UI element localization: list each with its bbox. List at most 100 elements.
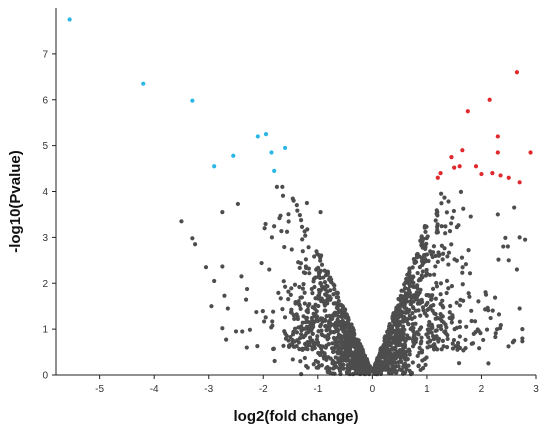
neutral-point xyxy=(313,296,318,301)
neutral-point xyxy=(447,315,452,321)
neutral-point xyxy=(303,257,309,262)
neutral-point xyxy=(458,189,464,194)
x-axis-label: log2(fold change) xyxy=(234,408,359,425)
neutral-point xyxy=(328,288,333,293)
neutral-point xyxy=(341,366,346,371)
neutral-point xyxy=(520,336,525,341)
data-points xyxy=(67,17,533,377)
neutral-point xyxy=(386,340,391,345)
neutral-point xyxy=(405,294,410,299)
neutral-point xyxy=(407,291,412,296)
neutral-point xyxy=(424,293,429,298)
neutral-point xyxy=(418,313,423,318)
neutral-point xyxy=(431,347,437,352)
neutral-point xyxy=(345,319,351,324)
neutral-point xyxy=(427,344,432,349)
neutral-point xyxy=(494,327,500,332)
neutral-point xyxy=(392,329,397,334)
neutral-point xyxy=(382,335,387,340)
neutral-point xyxy=(288,334,293,340)
down-regulated-point xyxy=(141,81,146,86)
neutral-point xyxy=(321,354,326,359)
y-axis-label: -log10(Pvalue) xyxy=(7,150,24,253)
neutral-point xyxy=(468,214,473,219)
neutral-point xyxy=(440,298,445,303)
up-regulated-point xyxy=(452,165,457,170)
neutral-point xyxy=(323,345,328,350)
neutral-point xyxy=(415,251,420,257)
neutral-point xyxy=(496,312,502,317)
neutral-point xyxy=(347,368,352,373)
neutral-point xyxy=(300,320,305,325)
neutral-point xyxy=(467,271,473,276)
x-tick-label: 3 xyxy=(533,384,539,395)
neutral-point xyxy=(398,297,403,302)
neutral-point xyxy=(517,235,522,240)
neutral-point xyxy=(461,348,466,353)
neutral-point xyxy=(484,327,490,332)
neutral-point xyxy=(435,259,440,264)
neutral-point xyxy=(280,307,285,312)
neutral-point xyxy=(407,266,412,271)
neutral-point xyxy=(282,244,287,250)
neutral-point xyxy=(334,305,340,310)
neutral-point xyxy=(315,334,320,339)
down-regulated-point xyxy=(67,17,72,22)
neutral-point xyxy=(394,350,399,355)
neutral-point xyxy=(331,335,337,341)
neutral-point xyxy=(323,273,329,278)
up-regulated-point xyxy=(495,134,500,139)
neutral-point xyxy=(310,344,315,349)
neutral-point xyxy=(391,319,396,324)
neutral-point xyxy=(399,319,404,324)
neutral-point xyxy=(240,329,245,334)
neutral-point xyxy=(344,315,349,320)
neutral-point xyxy=(469,341,474,346)
y-axis-ticks: 0 1 2 3 4 5 6 7 xyxy=(42,49,56,382)
down-regulated-point xyxy=(255,134,260,139)
neutral-point xyxy=(396,364,401,369)
neutral-point xyxy=(415,353,420,359)
y-tick-label: 0 xyxy=(42,371,48,382)
neutral-point xyxy=(438,292,443,297)
neutral-point xyxy=(338,333,343,338)
neutral-point xyxy=(316,365,321,370)
neutral-point xyxy=(358,368,363,373)
neutral-point xyxy=(287,343,293,348)
neutral-point xyxy=(423,256,428,262)
neutral-point xyxy=(304,200,310,206)
neutral-point xyxy=(430,286,436,291)
neutral-point xyxy=(506,258,511,263)
neutral-point xyxy=(292,316,297,321)
neutral-point xyxy=(318,268,323,273)
neutral-point xyxy=(327,277,332,282)
neutral-point xyxy=(298,261,304,266)
neutral-point xyxy=(318,210,323,215)
neutral-point xyxy=(456,361,462,366)
neutral-point xyxy=(323,324,328,329)
neutral-point xyxy=(402,305,407,310)
neutral-point xyxy=(492,295,498,300)
neutral-point xyxy=(402,343,407,348)
up-regulated-point xyxy=(473,164,479,169)
neutral-point xyxy=(445,333,450,338)
neutral-point xyxy=(360,355,366,360)
neutral-point xyxy=(434,224,440,229)
neutral-point xyxy=(423,311,428,316)
neutral-point xyxy=(283,331,288,336)
neutral-point xyxy=(384,358,390,363)
neutral-point xyxy=(417,301,422,306)
neutral-point xyxy=(472,319,478,324)
neutral-point xyxy=(442,195,447,200)
neutral-point xyxy=(318,258,323,263)
neutral-point xyxy=(271,346,276,352)
neutral-point xyxy=(389,361,394,366)
neutral-point xyxy=(209,304,214,309)
neutral-point xyxy=(286,289,291,294)
neutral-point xyxy=(340,303,345,309)
neutral-point xyxy=(410,337,416,342)
neutral-point xyxy=(483,290,488,295)
neutral-point xyxy=(297,303,302,308)
neutral-point xyxy=(397,348,403,353)
neutral-point xyxy=(310,338,315,343)
